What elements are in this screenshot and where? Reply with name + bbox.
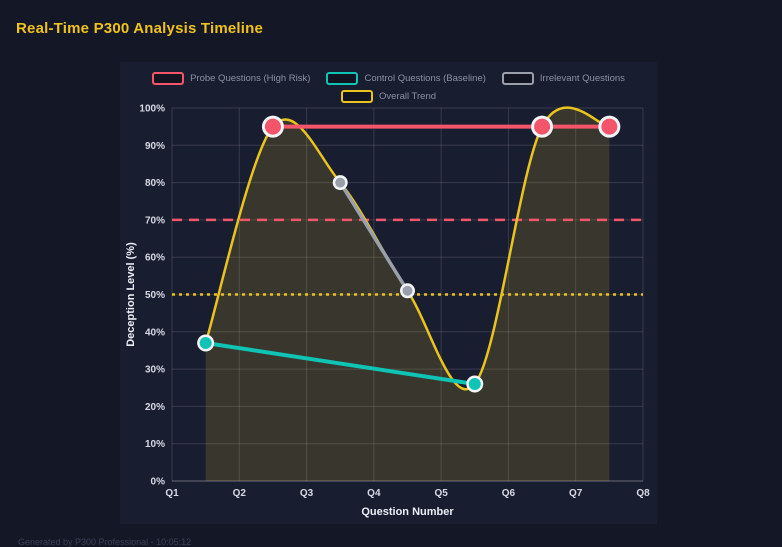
y-axis-title: Deception Level (%) [125, 242, 137, 347]
data-point-control-questions-baseline[interactable] [466, 375, 484, 393]
data-point-probe-questions-high-risk[interactable] [598, 115, 621, 138]
chart-card: Q1 Q2 Q3 Q4 Q5 Q6 Q7 Q8 0% 10% 20% 30% 40% 50% 60% 70% 8… [120, 62, 657, 524]
y-tick-label: 10% [145, 439, 165, 450]
x-tick-label: Q6 [502, 488, 516, 499]
data-point-irrelevant-questions[interactable] [400, 283, 415, 299]
x-tick-label: Q7 [569, 488, 583, 499]
legend-swatch-probe-questions-high-risk [152, 72, 185, 85]
marker-dot [199, 336, 212, 349]
y-tick-label: 60% [145, 253, 165, 264]
marker-dot [335, 177, 346, 188]
page-title: Real-Time P300 Analysis Timeline [16, 20, 264, 37]
x-tick-label: Q2 [233, 488, 247, 499]
y-tick-label: 80% [145, 178, 165, 189]
data-point-probe-questions-high-risk[interactable] [531, 115, 554, 138]
y-tick-label: 0% [151, 477, 166, 488]
x-tick-label: Q3 [300, 488, 314, 499]
timeline-chart: Q1 Q2 Q3 Q4 Q5 Q6 Q7 Q8 0% 10% 20% 30% 40% 50% 60% 70% 8… [125, 104, 650, 519]
x-tick-label: Q4 [367, 488, 381, 499]
y-tick-label: 100% [139, 104, 165, 115]
marker-dot [402, 285, 413, 296]
legend-label: Probe Questions (High Risk) [190, 72, 311, 84]
y-tick-label: 30% [145, 365, 165, 376]
y-tick-label: 50% [145, 290, 165, 301]
series-line-irrelevant-questions [338, 180, 410, 293]
x-axis-title: Question Number [361, 506, 454, 518]
chart-legend: Probe Questions (High Risk) Control Quest… [120, 72, 657, 103]
data-point-probe-questions-high-risk[interactable] [261, 115, 284, 138]
legend-label: Control Questions (Baseline) [364, 72, 486, 84]
data-point-control-questions-baseline[interactable] [197, 334, 215, 352]
legend-label: Irrelevant Questions [539, 72, 625, 84]
marker-dot [468, 378, 481, 391]
legend-item-overall-trend[interactable]: Overall Trend [340, 90, 437, 103]
legend-swatch-irrelevant-questions [501, 72, 534, 85]
legend-swatch-overall-trend [340, 90, 373, 103]
marker-dot [534, 118, 551, 135]
marker-dot [601, 118, 618, 135]
legend-item-control-questions-baseline[interactable]: Control Questions (Baseline) [326, 72, 486, 85]
x-tick-label: Q8 [636, 488, 650, 499]
x-tick-label: Q5 [434, 488, 448, 499]
y-tick-label: 90% [145, 141, 165, 152]
y-tick-label: 70% [145, 215, 165, 226]
data-point-irrelevant-questions[interactable] [332, 175, 348, 191]
legend-item-irrelevant-questions[interactable]: Irrelevant Questions [501, 72, 625, 85]
y-tick-label: 20% [145, 402, 165, 413]
marker-dot [264, 118, 281, 135]
y-tick-label: 40% [145, 327, 165, 338]
legend-label: Overall Trend [378, 90, 437, 102]
x-tick-label: Q1 [165, 488, 179, 499]
legend-item-probe-questions-high-risk[interactable]: Probe Questions (High Risk) [152, 72, 310, 85]
series-line-control-questions-baseline [203, 340, 477, 387]
footer-note: Generated by P300 Professional - 10:05:1… [18, 537, 192, 547]
legend-swatch-control-questions-baseline [326, 72, 359, 85]
